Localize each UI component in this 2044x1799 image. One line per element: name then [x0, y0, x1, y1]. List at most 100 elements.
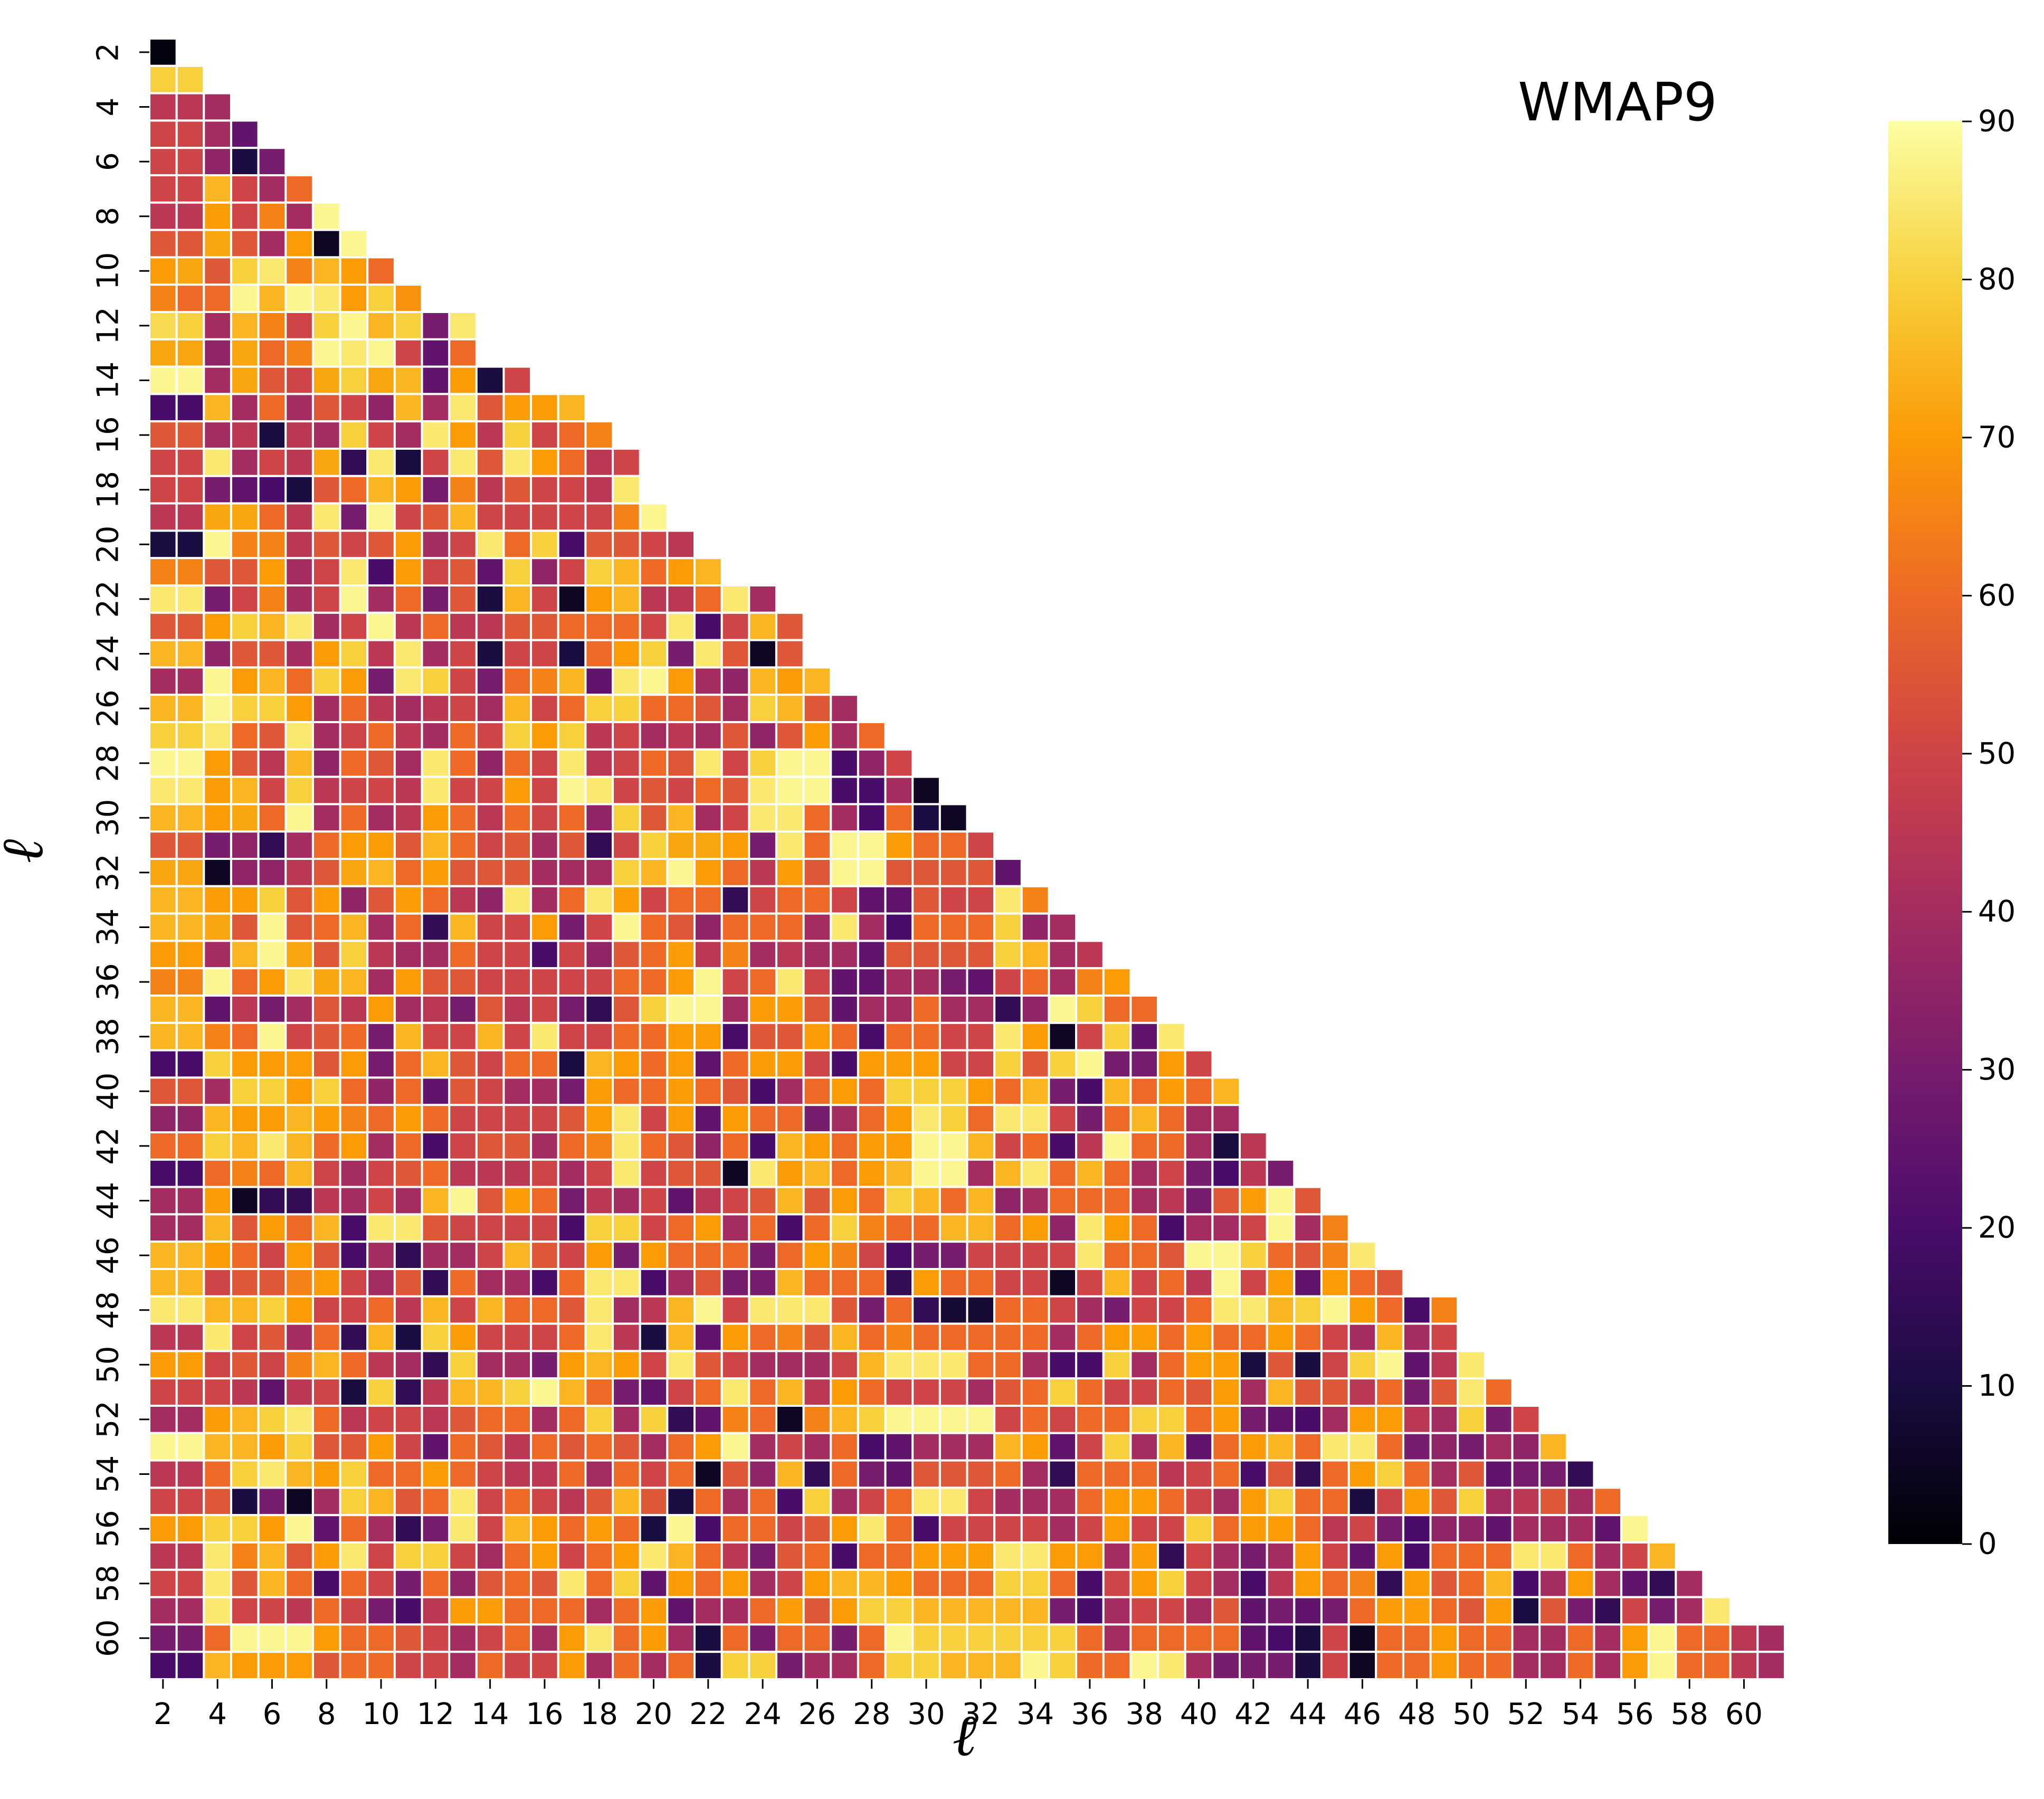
heatmap-cell [993, 1186, 1023, 1216]
heatmap-cell [148, 37, 178, 67]
heatmap-cell [1129, 1350, 1159, 1380]
heatmap-cell [393, 611, 423, 641]
heatmap-cell [1565, 1514, 1595, 1544]
heatmap-cell [911, 1596, 941, 1626]
heatmap-cell [393, 1241, 423, 1270]
heatmap-cell [639, 529, 669, 560]
heatmap-cell [339, 256, 369, 286]
heatmap-cell [530, 639, 559, 669]
heatmap-cell [230, 1186, 260, 1216]
x-tick-label: 60 [1725, 1697, 1763, 1731]
heatmap-cell [1129, 1596, 1159, 1626]
heatmap-cell [148, 694, 178, 723]
heatmap-cell [911, 1486, 941, 1517]
heatmap-cell [1675, 1651, 1705, 1680]
heatmap-cell [421, 694, 451, 723]
heatmap-cell [1048, 1486, 1078, 1517]
heatmap-cell [1048, 1158, 1078, 1188]
heatmap-cell [993, 967, 1023, 997]
heatmap-cell [1211, 1186, 1241, 1216]
heatmap-cell [448, 611, 478, 641]
heatmap-cell [203, 639, 232, 669]
y-tick-label: 40 [91, 1073, 126, 1110]
heatmap-cell [666, 1651, 696, 1680]
heatmap-cell [175, 1568, 205, 1598]
heatmap-cell [311, 1241, 341, 1270]
heatmap-cell [1565, 1651, 1595, 1680]
heatmap-cell [802, 1405, 832, 1434]
heatmap-cell [475, 1459, 505, 1489]
heatmap-cell [802, 1568, 832, 1598]
heatmap-cell [666, 1049, 696, 1079]
heatmap-cell [1075, 1350, 1105, 1380]
heatmap-cell [1702, 1623, 1732, 1653]
heatmap-cell [203, 1651, 232, 1680]
heatmap-cell [720, 1623, 750, 1653]
heatmap-cell [911, 1021, 941, 1052]
heatmap-cell [830, 1186, 859, 1216]
heatmap-cell [1538, 1486, 1568, 1517]
heatmap-cell [748, 611, 777, 641]
heatmap-cell [1211, 1596, 1241, 1626]
heatmap-cell [830, 1076, 859, 1106]
heatmap-cell [284, 557, 314, 586]
heatmap-cell [966, 1432, 996, 1462]
heatmap-cell [175, 748, 205, 778]
x-tick-label: 8 [317, 1697, 336, 1731]
heatmap-cell [257, 666, 287, 696]
heatmap-cell [1075, 940, 1105, 970]
y-tick-label: 50 [91, 1346, 126, 1384]
heatmap-cell [911, 885, 941, 915]
heatmap-cell [584, 775, 614, 806]
heatmap-cell [448, 1158, 478, 1188]
heatmap-cell [257, 201, 287, 231]
heatmap-cell [1320, 1377, 1350, 1407]
heatmap-cell [366, 584, 396, 614]
heatmap-cell [775, 611, 805, 641]
heatmap-cell [175, 1514, 205, 1544]
heatmap-cell [1102, 1651, 1132, 1680]
heatmap-cell [830, 830, 859, 860]
heatmap-cell [257, 748, 287, 778]
heatmap-cell [475, 1623, 505, 1653]
heatmap-cell [1266, 1322, 1296, 1352]
heatmap-cell [720, 1021, 750, 1052]
heatmap-cell [339, 448, 369, 477]
heatmap-cell [1375, 1486, 1404, 1517]
y-tick-label: 30 [91, 799, 126, 837]
heatmap-cell [311, 1021, 341, 1052]
heatmap-cell [311, 420, 341, 450]
heatmap-cell [311, 666, 341, 696]
x-tick-label: 42 [1234, 1697, 1272, 1731]
heatmap-cell [748, 1186, 777, 1216]
heatmap-cell [748, 666, 777, 696]
x-tick-label: 56 [1616, 1697, 1653, 1731]
heatmap-cell [584, 1405, 614, 1434]
heatmap-cell [339, 748, 369, 778]
y-tick-label: 38 [91, 1018, 126, 1055]
heatmap-cell [284, 1623, 314, 1653]
heatmap-cell [339, 1104, 369, 1133]
heatmap-cell [584, 1541, 614, 1571]
heatmap-cell [775, 694, 805, 723]
heatmap-cell [230, 967, 260, 997]
heatmap-cell [802, 995, 832, 1024]
heatmap-cell [884, 940, 914, 970]
heatmap-cell [502, 858, 533, 887]
heatmap-cell [612, 1568, 641, 1598]
heatmap-cell [339, 995, 369, 1024]
heatmap-cell [1756, 1623, 1786, 1653]
heatmap-cell [448, 1104, 478, 1133]
heatmap-cell [1402, 1405, 1432, 1434]
heatmap-cell [911, 1432, 941, 1462]
heatmap-cell [421, 775, 451, 806]
heatmap-cell [393, 365, 423, 395]
y-tick-label: 36 [91, 963, 126, 1000]
y-tick-label: 12 [91, 307, 126, 344]
heatmap-cell [720, 830, 750, 860]
heatmap-cell [1020, 967, 1050, 997]
heatmap-cell [857, 1432, 887, 1462]
heatmap-cell [311, 1514, 341, 1544]
heatmap-cell [1320, 1651, 1350, 1680]
heatmap-cell [502, 1623, 533, 1653]
